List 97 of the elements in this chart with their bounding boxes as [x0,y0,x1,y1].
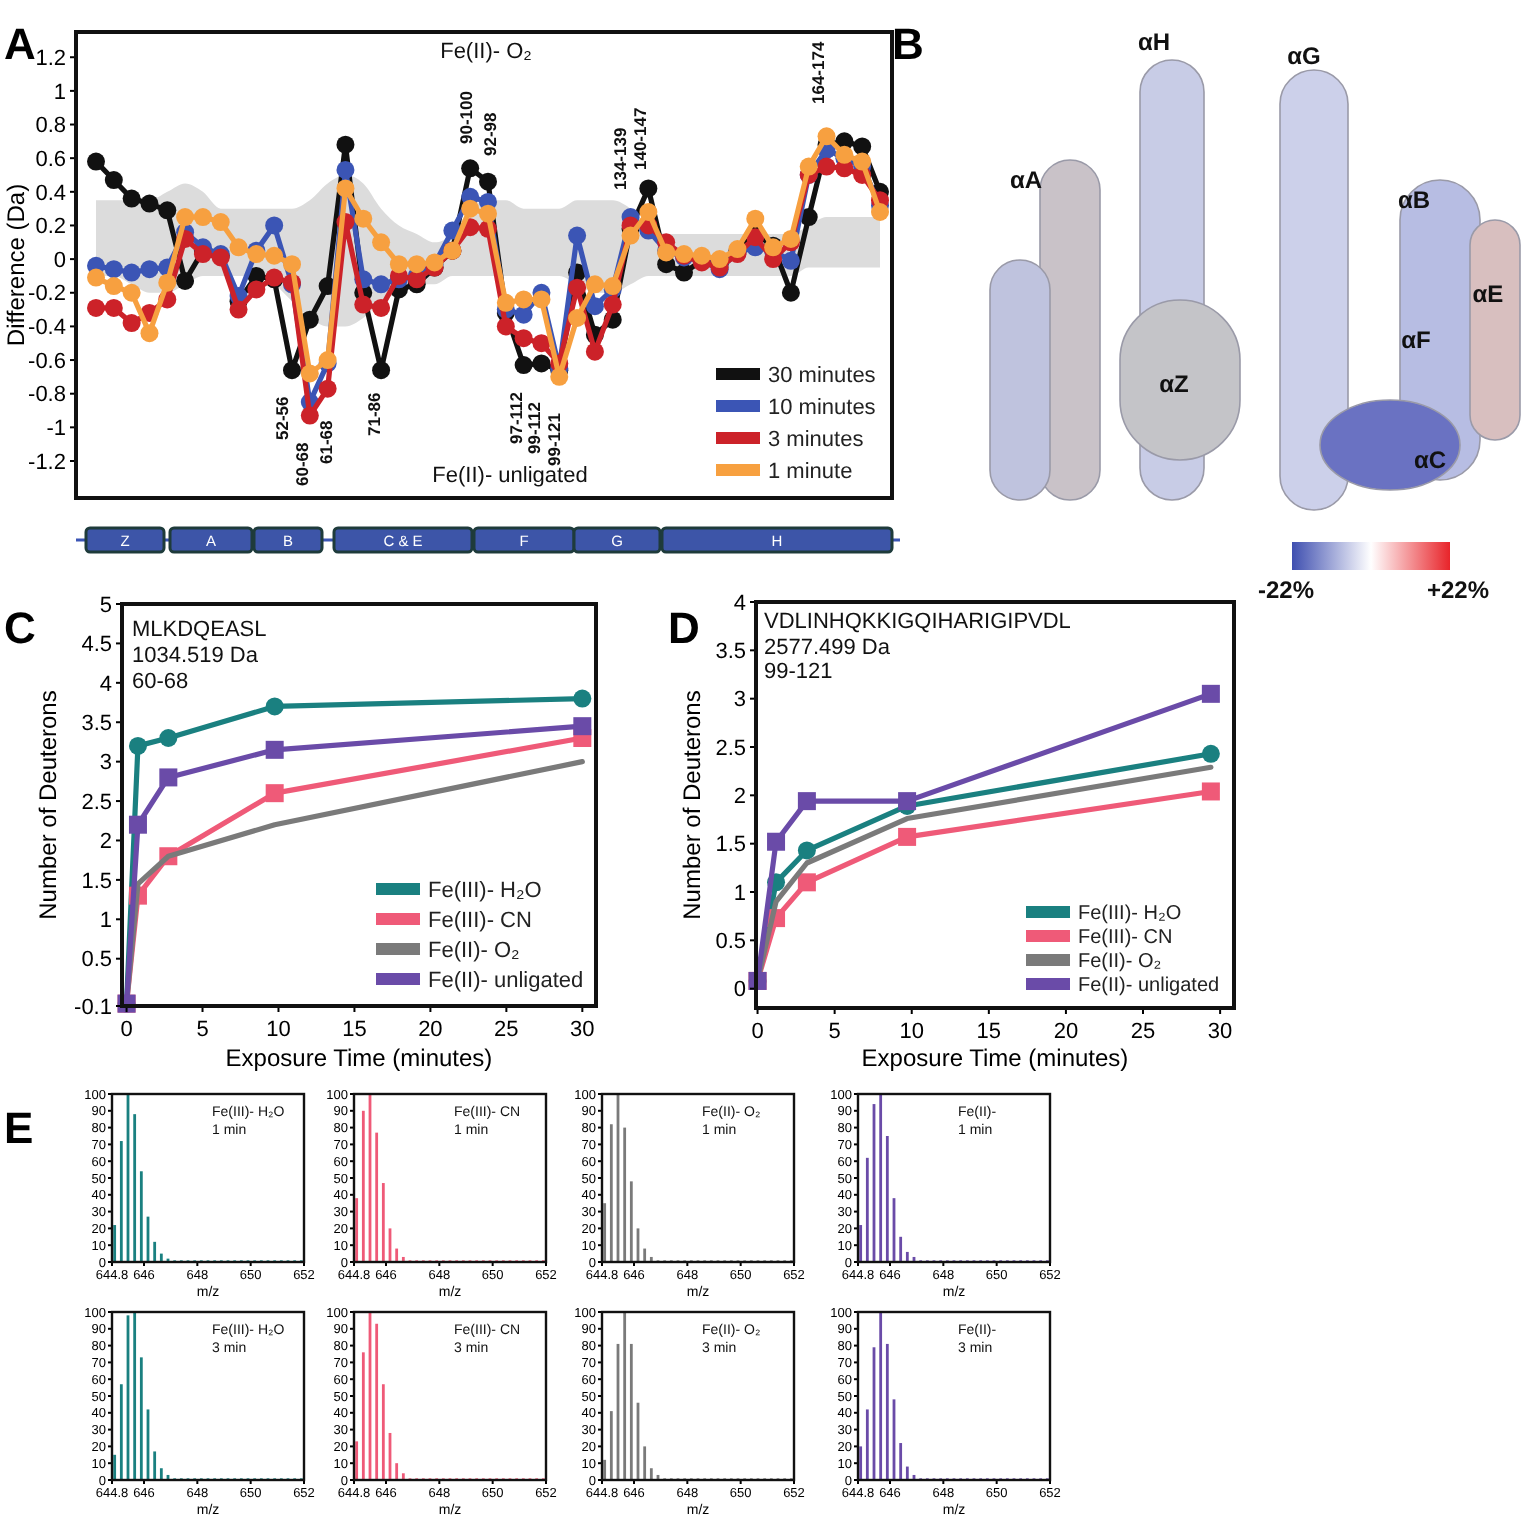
y-tick-label: 1.5 [81,869,112,894]
legend-label: 1 minute [768,459,853,484]
y-tick-label: 2.5 [715,736,746,761]
legend-label: 10 minutes [768,395,877,420]
y-tick-label: 0.5 [81,948,112,973]
y-axis-title: Number of Deuterons [34,690,62,920]
legend-label: Fe(III)- CN [428,908,532,933]
text: αB [1397,186,1431,214]
annotation: 164-174 [808,41,828,104]
x-tick-label: 20 [418,1018,443,1042]
y-axis-title: Number of Deuterons [678,690,706,920]
x-axis-title: Exposure Time (minutes) [861,1044,1129,1072]
legend-label: Fe(III)- H₂O [1078,903,1182,925]
text: αF [1401,326,1431,354]
y-tick-label: -0.6 [28,349,66,374]
chart-title: C [4,602,36,653]
y-tick-label: -0.4 [28,316,66,341]
x-tick-label: 25 [1130,1020,1156,1044]
annotation: 90-100 [456,90,476,144]
annotation: 97-112 [506,391,526,444]
y-tick-label: 0.5 [715,930,746,955]
legend-label: 3 minutes [768,427,865,452]
annotation: 52-56 [272,395,292,440]
annotation: 71-86 [364,391,384,436]
annotation: 60-68 [132,670,189,694]
text: -22% [1257,576,1315,604]
y-tick-label: 0.4 [35,181,66,206]
y-tick-label: 2.5 [81,790,112,815]
y-tick-label: 0.8 [35,114,66,139]
y-tick-label: -1 [46,417,66,442]
y-tick-label: -0.8 [28,383,66,408]
x-tick-label: 25 [494,1018,519,1042]
legend-label: Fe(II)- unligated [428,968,584,993]
text: +22% [1426,576,1490,604]
legend-label: Fe(II)- O₂ [428,938,520,963]
y-tick-label: 3 [733,688,746,713]
y-tick-label: 1 [733,881,746,906]
legend-label: Fe(II)- unligated [1078,975,1220,997]
legend-label: Fe(III)- CN [1078,927,1173,949]
text: αZ [1159,370,1189,398]
y-tick-label: -0.1 [74,995,112,1020]
x-tick-label: 0 [751,1020,764,1044]
y-tick-label: 1.2 [35,46,66,71]
annotation: VDLINHQKKIGQIHARIGIPVDL [764,610,1071,634]
legend-label: Fe(II)- O₂ [1078,951,1162,973]
x-tick-label: 20 [1053,1020,1079,1044]
text: αG [1287,42,1321,70]
y-tick-label: 1 [99,908,112,933]
annotation: 61-68 [316,419,336,464]
text: αC [1413,446,1447,474]
annotation: 1034.519 Da [132,644,260,668]
annotation: MLKDQEASL [132,618,267,642]
y-tick-label: 3.5 [715,640,746,665]
annotation: 2577.499 Da [764,636,892,660]
y-tick-label: 1 [53,80,66,105]
y-tick-label: 3.5 [81,711,112,736]
annotation: 99-112 [524,401,544,454]
y-tick-label: 5 [99,593,112,618]
text: αE [1472,280,1504,308]
x-tick-label: 0 [120,1018,133,1042]
annotation: 140-147 [630,107,650,170]
annotation: 60-68 [292,441,312,486]
text: αA [1009,166,1043,194]
y-tick-label: 1.5 [715,833,746,858]
text: B [892,18,924,69]
annotation: 92-98 [480,111,500,156]
y-axis-title: Difference (Da) [2,183,30,347]
legend-label: 30 minutes [768,363,877,388]
annotation: 99-121 [544,412,564,466]
x-tick-label: 15 [342,1018,367,1042]
y-tick-label: 2 [733,785,746,810]
y-tick-label: 0 [733,978,746,1003]
chart-title: A [4,18,36,69]
annotation: 134-139 [610,127,630,190]
x-tick-label: 15 [976,1020,1002,1044]
y-tick-label: 0.6 [35,147,66,172]
x-tick-label: 30 [1207,1020,1233,1044]
legend-label: Fe(III)- H₂O [428,878,543,903]
chart-title: D [668,602,700,653]
annotation: 99-121 [764,660,833,684]
y-tick-label: 0.2 [35,215,66,240]
x-tick-label: 10 [266,1018,291,1042]
annotation: Fe(II)- unligated [432,464,588,488]
y-tick-label: -0.2 [28,282,66,307]
y-tick-label: 4 [733,591,746,616]
annotation: Fe(II)- O₂ [440,40,532,64]
x-tick-label: 5 [196,1018,209,1042]
y-tick-label: 4 [99,672,112,697]
y-tick-label: 3 [99,751,112,776]
y-tick-label: 0 [53,248,66,273]
x-axis-title: Exposure Time (minutes) [225,1044,493,1072]
x-tick-label: 10 [899,1020,924,1044]
y-tick-label: 2 [99,830,112,855]
y-tick-label: -1.2 [28,450,66,475]
y-tick-label: 4.5 [81,633,112,658]
text: αH [1137,28,1171,56]
chart-title: E [4,1102,34,1153]
